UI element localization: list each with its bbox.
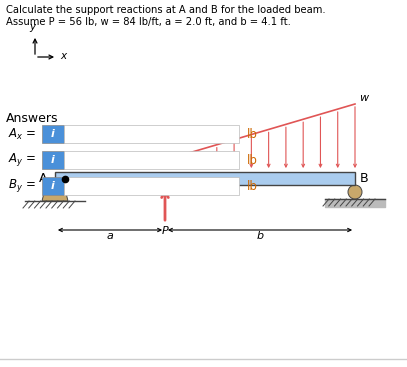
Text: Calculate the support reactions at A and B for the loaded beam.: Calculate the support reactions at A and…	[6, 5, 326, 15]
Text: Assume P = 56 lb, w = 84 lb/ft, a = 2.0 ft, and b = 4.1 ft.: Assume P = 56 lb, w = 84 lb/ft, a = 2.0 …	[6, 17, 291, 27]
Text: B: B	[360, 172, 369, 185]
Text: $B_y$ =: $B_y$ =	[8, 178, 36, 195]
Text: i: i	[51, 181, 55, 191]
Text: w: w	[359, 93, 368, 103]
Text: x: x	[60, 51, 66, 61]
Text: Answers: Answers	[6, 112, 59, 125]
Text: b: b	[256, 231, 264, 241]
Text: lb: lb	[247, 127, 258, 141]
Text: i: i	[51, 129, 55, 139]
Text: $A_y$ =: $A_y$ =	[8, 152, 36, 168]
Text: lb: lb	[247, 153, 258, 167]
Bar	[64, 177, 239, 195]
Bar	[42, 177, 64, 195]
Bar	[55, 172, 355, 185]
Bar	[64, 125, 239, 143]
Bar	[42, 151, 64, 169]
Polygon shape	[42, 185, 68, 201]
Bar	[64, 151, 239, 169]
Text: A: A	[39, 172, 47, 185]
Text: i: i	[51, 155, 55, 165]
Bar	[42, 125, 64, 143]
Text: P: P	[162, 226, 168, 236]
Text: a: a	[107, 231, 114, 241]
Circle shape	[348, 185, 362, 199]
Text: y: y	[29, 22, 35, 32]
Text: $A_x$ =: $A_x$ =	[8, 127, 36, 142]
Text: lb: lb	[247, 179, 258, 193]
